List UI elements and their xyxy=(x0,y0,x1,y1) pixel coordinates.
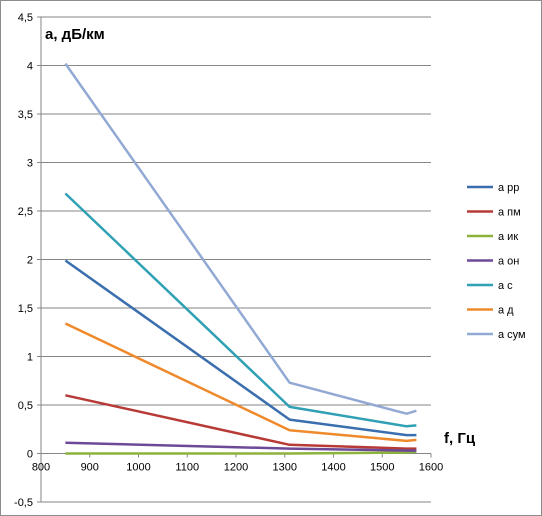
x-tick-label: 1600 xyxy=(419,462,443,474)
series-line xyxy=(64,322,417,443)
legend: a рр a пм a ик a он a с a д a сум xyxy=(467,182,526,341)
y-tick-label: 2 xyxy=(27,255,33,267)
y-tick-label: 4 xyxy=(27,61,33,73)
legend-label: a с xyxy=(498,280,513,292)
series-lines xyxy=(64,62,417,455)
y-tick-label: 0 xyxy=(27,449,33,461)
series-line xyxy=(64,62,417,415)
x-tick-label: 1400 xyxy=(321,462,345,474)
y-tick-label: -0,5 xyxy=(14,497,33,509)
y-tick-label: 2,5 xyxy=(18,206,33,218)
y-tick-labels: -0,5 0 0,5 1 1,5 2 2,5 3 3,5 4 4,5 xyxy=(14,12,33,509)
legend-label: a пм xyxy=(498,207,521,219)
y-tick-label: 0,5 xyxy=(18,400,33,412)
x-axis-title: f, Гц xyxy=(444,430,476,447)
series-line xyxy=(64,192,417,428)
legend-label: a рр xyxy=(498,182,519,194)
series-line xyxy=(64,259,417,437)
x-tick-label: 1500 xyxy=(370,462,394,474)
y-tick-label: 4,5 xyxy=(18,12,33,24)
series-line xyxy=(65,441,417,452)
x-tick-label: 800 xyxy=(32,462,50,474)
legend-label: a д xyxy=(498,305,514,317)
legend-label: a он xyxy=(498,256,519,268)
x-tick-label: 1000 xyxy=(126,462,150,474)
y-tick-label: 1,5 xyxy=(18,303,33,315)
x-tick-labels: 800 900 1000 1100 1200 1300 1400 1500 1600 xyxy=(32,462,443,474)
x-tick-label: 1300 xyxy=(273,462,297,474)
y-tick-label: 1 xyxy=(27,352,33,364)
y-tick-label: 3,5 xyxy=(18,109,33,121)
series-line xyxy=(65,450,417,455)
legend-label: a сум xyxy=(498,329,526,341)
y-tick-label: 3 xyxy=(27,158,33,170)
x-tick-label: 1200 xyxy=(224,462,248,474)
y-axis-title: a, дБ/км xyxy=(45,26,105,43)
x-tick-label: 1100 xyxy=(175,462,199,474)
series-line xyxy=(65,394,417,450)
x-tick-label: 900 xyxy=(81,462,99,474)
legend-label: a ик xyxy=(498,231,518,243)
